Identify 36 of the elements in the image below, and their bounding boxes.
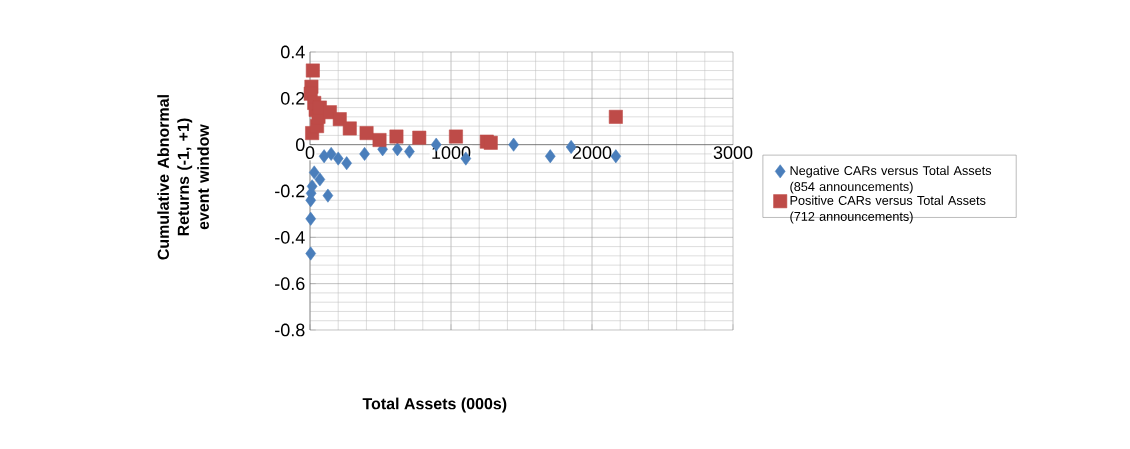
point — [508, 137, 519, 152]
y-tick-label: -0.2 — [275, 184, 305, 198]
point — [342, 121, 357, 136]
point — [449, 129, 463, 144]
y-tick-label: -0.8 — [275, 323, 305, 337]
x-tick-label: 3000 — [713, 146, 753, 159]
point — [318, 149, 330, 164]
point — [392, 142, 403, 157]
legend-label: Positive CARs versus Total Assets (712 announcements) — [790, 195, 986, 224]
point — [332, 151, 344, 166]
point — [483, 135, 498, 150]
y-tick-label: 0.2 — [280, 91, 305, 105]
y-tick-label: -0.4 — [275, 230, 305, 244]
y-tick-label: 0.4 — [280, 45, 305, 59]
point — [359, 146, 370, 161]
x-tick-label: 2000 — [572, 146, 612, 159]
point — [608, 109, 623, 124]
y-axis-title: Cumulative Abnormal Returns (-1, +1) event window — [157, 95, 209, 260]
y-tick-label: -0.6 — [275, 277, 305, 291]
x-tick-label: 0 — [305, 146, 315, 159]
point — [404, 144, 415, 159]
point — [341, 156, 352, 171]
point — [325, 146, 337, 161]
x-axis-title: Total Assets (000s) — [362, 397, 507, 413]
point — [412, 130, 427, 145]
point — [308, 165, 320, 180]
point — [359, 126, 374, 141]
point — [305, 246, 316, 261]
legend-label: Negative CARs versus Total Assets (854 announcements) — [790, 165, 992, 194]
point — [372, 133, 387, 147]
point — [305, 63, 320, 78]
point — [389, 129, 404, 144]
point — [322, 188, 334, 203]
point — [545, 149, 556, 164]
point — [314, 172, 326, 187]
point — [305, 211, 316, 226]
